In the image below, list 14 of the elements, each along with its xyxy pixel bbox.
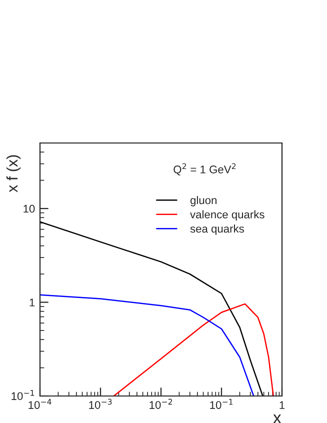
x-tick-label: 10$^{−1}$ <box>210 398 233 409</box>
x-tick-label: 10$^{−4}$ <box>28 398 52 409</box>
y-tick-label: 10 <box>24 204 35 213</box>
y-tick-label: 10$^{−1}$ <box>12 390 34 400</box>
x-tick-label: 10$^{−2}$ <box>150 398 172 409</box>
legend-label: sea quarks <box>190 224 244 235</box>
legend-label: gluon <box>190 196 216 206</box>
x-tick-label: 1 <box>280 401 285 409</box>
x-tick-label: 10$^{−3}$ <box>89 398 112 409</box>
x-axis-title: x <box>273 414 282 423</box>
y-tick-label: 1 <box>30 298 35 306</box>
y-axis-title: x f (x) <box>6 155 21 192</box>
annotation: Q$^{2}$ = 1 GeV$^{2}$ <box>174 163 236 176</box>
legend-label: valence quarks <box>190 210 264 221</box>
